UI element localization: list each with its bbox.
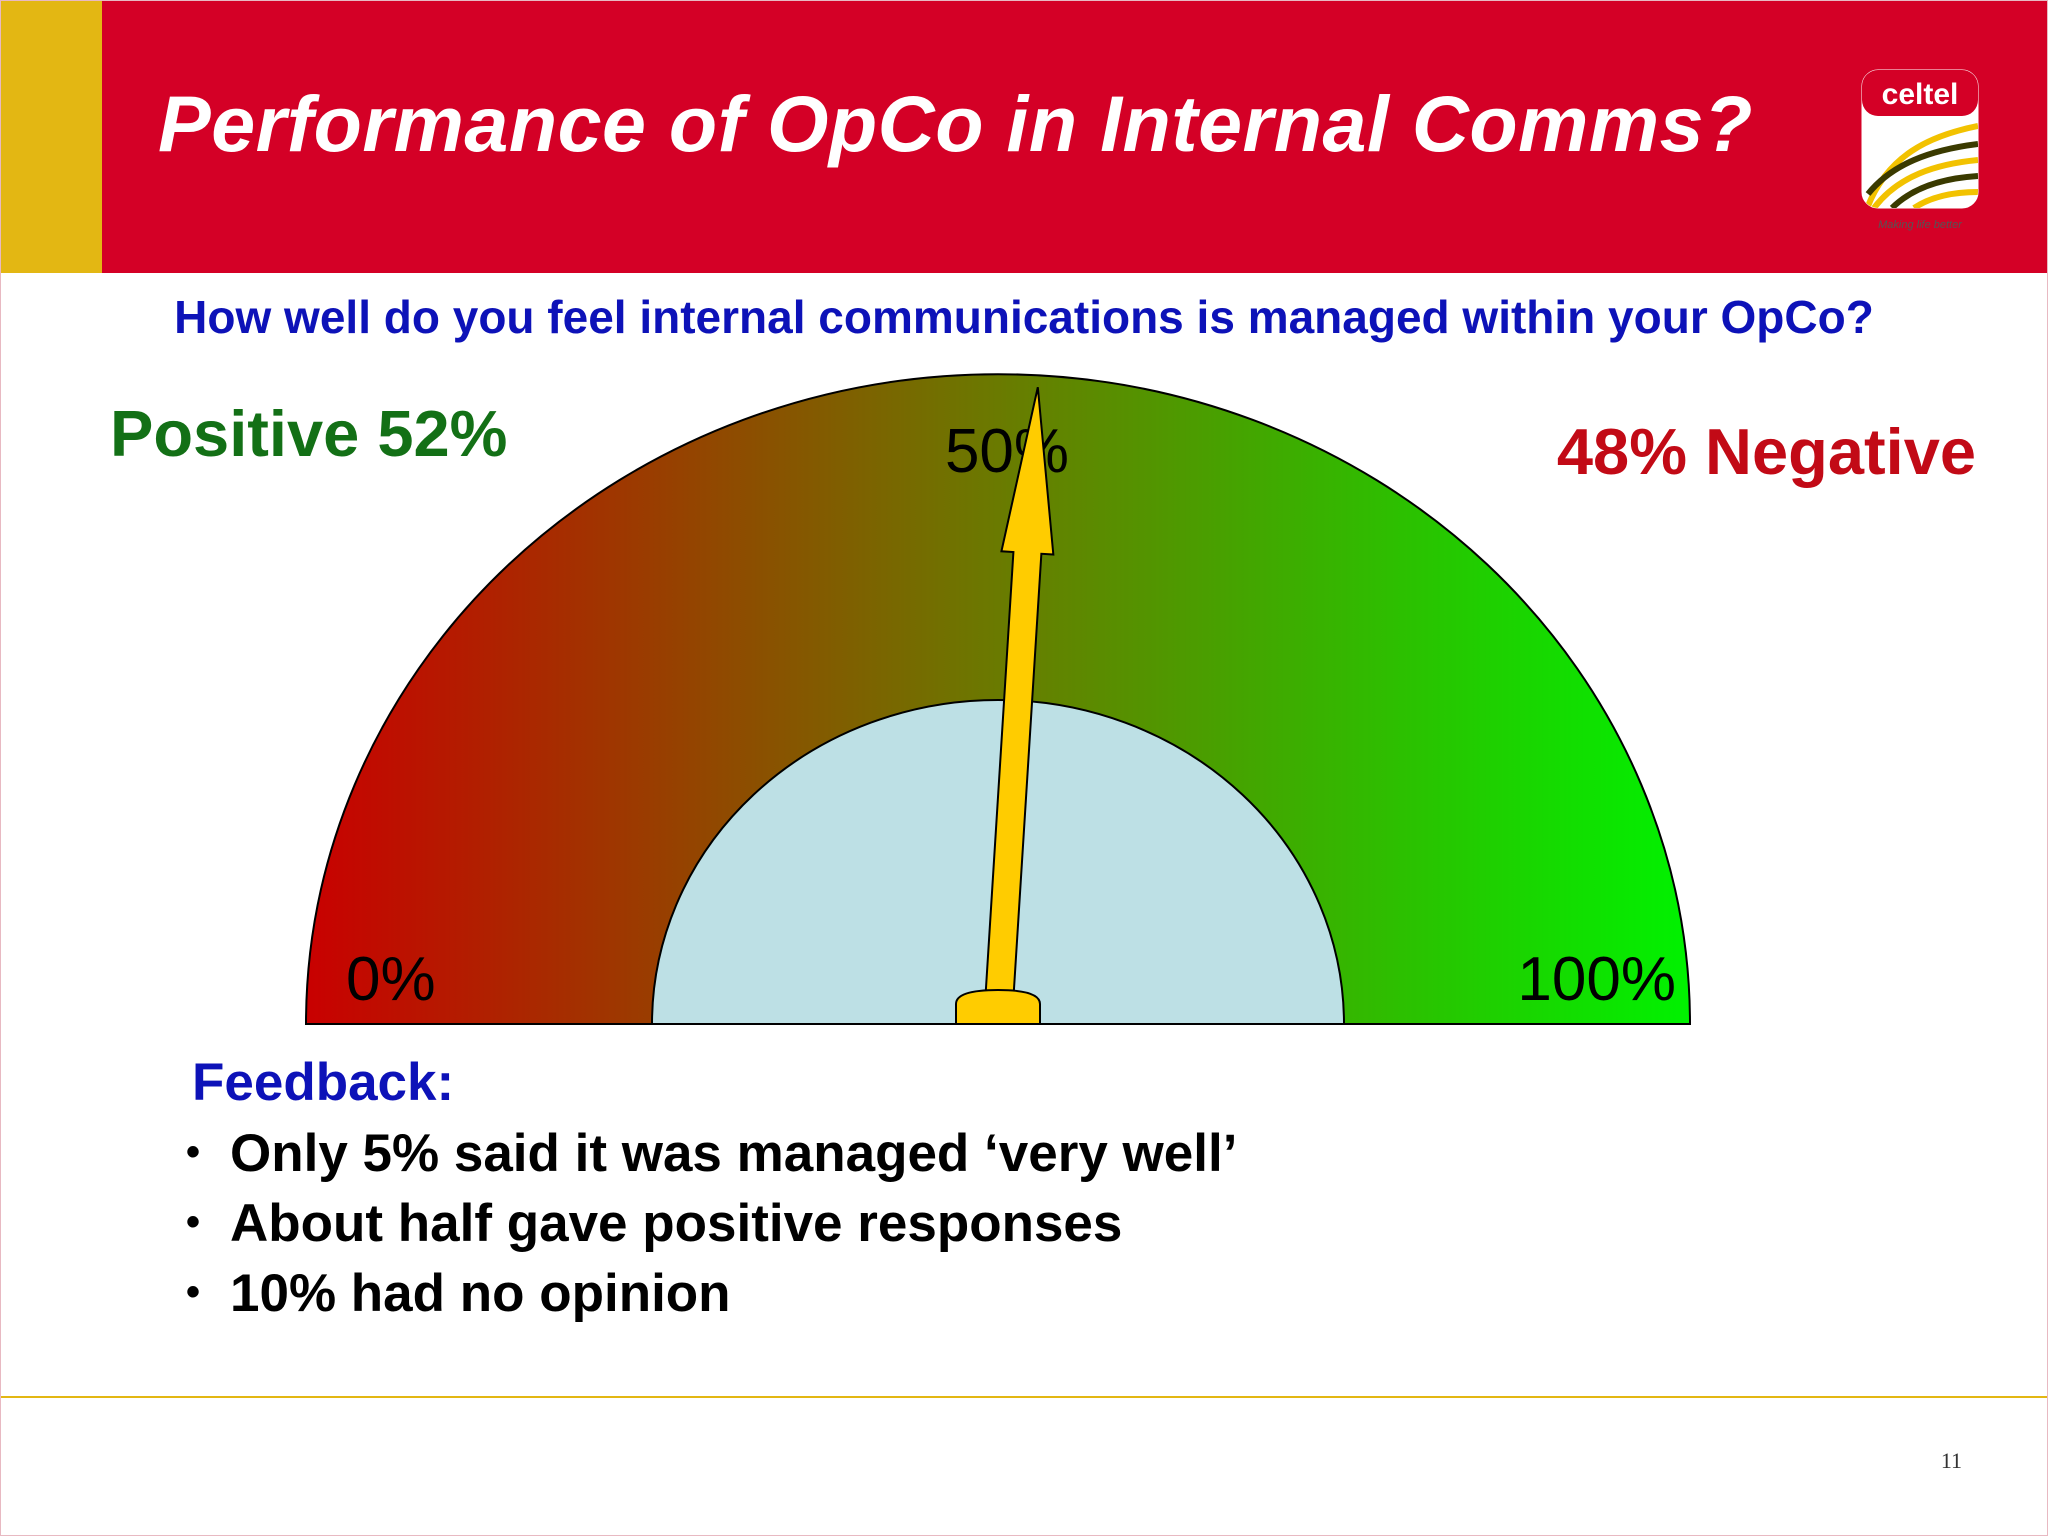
positive-share-label: Positive 52% (110, 397, 508, 470)
celtel-logo: celtel Making life better (1858, 66, 1982, 231)
page-number: 11 (1940, 1448, 1962, 1473)
header-accent-bar (0, 0, 102, 273)
feedback-item: 10% had no opinion (186, 1258, 1237, 1328)
feedback-item: About half gave positive responses (186, 1188, 1237, 1258)
gauge-mid-label: 50% (945, 417, 1069, 486)
feedback-heading: Feedback: (192, 1053, 455, 1112)
gauge-needle-base (955, 988, 1041, 1025)
header-band (0, 0, 2048, 273)
footer-divider (0, 1396, 2048, 1398)
logo-wordmark: celtel (1882, 78, 1959, 111)
slide-title: Performance of OpCo in Internal Comms? (158, 79, 1753, 168)
feedback-list: Only 5% said it was managed ‘very well’ … (186, 1118, 1237, 1328)
survey-question: How well do you feel internal communicat… (174, 291, 1874, 343)
gauge-max-label: 100% (1517, 945, 1676, 1014)
logo-tagline: Making life better (1878, 219, 1963, 231)
gauge-chart: 0% 50% 100% (304, 373, 1692, 1025)
feedback-item: Only 5% said it was managed ‘very well’ (186, 1118, 1237, 1188)
gauge-needle (982, 387, 1055, 1022)
negative-share-label: 48% Negative (1556, 415, 1976, 488)
gauge-min-label: 0% (346, 945, 436, 1014)
